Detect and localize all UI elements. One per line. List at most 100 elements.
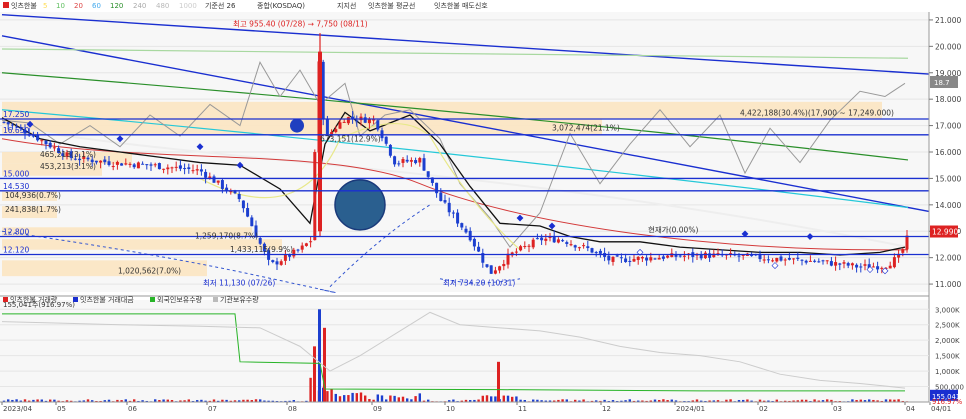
- volume-bar: [389, 395, 392, 402]
- candle: [876, 261, 880, 274]
- candle: [401, 156, 405, 168]
- legend-ma[interactable]: 240: [133, 2, 146, 10]
- volume-bar: [448, 400, 451, 402]
- candle: [99, 160, 103, 169]
- legend-item[interactable]: 기준선 26: [205, 1, 236, 10]
- volume-bar: [44, 400, 48, 402]
- signal-diamond: [881, 267, 889, 275]
- legend-ma[interactable]: 5: [43, 2, 47, 10]
- volume-profile-label: 1,020,562(7.0%): [118, 266, 181, 275]
- volume-bar: [158, 399, 161, 402]
- candle: [829, 257, 833, 267]
- legend-item[interactable]: 잇츠한불 평균선: [368, 1, 415, 10]
- candle: [61, 149, 65, 160]
- institution-holdings-line: [1, 311, 906, 389]
- candle: [351, 111, 355, 124]
- candle: [157, 162, 161, 170]
- volume-bar: [318, 309, 321, 402]
- candle: [834, 256, 838, 271]
- volume-bar: [376, 394, 379, 402]
- candle: [569, 240, 573, 247]
- signal-marker[interactable]: [290, 118, 304, 133]
- candle: [708, 249, 712, 262]
- volume-bar: [695, 399, 699, 402]
- legend-ma[interactable]: 60: [92, 2, 101, 10]
- foreign-holdings-line: [2, 313, 905, 392]
- legend-ma[interactable]: 480: [156, 2, 169, 10]
- support-line-label: 17.250: [3, 110, 29, 119]
- volume-bar: [565, 399, 568, 402]
- candle: [464, 225, 468, 234]
- candle: [846, 261, 850, 269]
- candle: [393, 155, 397, 167]
- envelope-line: [1, 204, 521, 294]
- candle: [624, 253, 628, 263]
- volume-legend-item[interactable]: 외국인보유수량: [157, 295, 203, 304]
- support-line-label: 16.650: [3, 126, 29, 135]
- candle: [468, 227, 472, 242]
- volume-bar: [225, 399, 228, 402]
- candle: [796, 252, 800, 261]
- legend-ma[interactable]: 1000: [179, 2, 197, 10]
- legend-ma[interactable]: 20: [74, 2, 83, 10]
- candle: [330, 129, 334, 137]
- volume-bar: [364, 395, 367, 402]
- volume-bar: [889, 399, 892, 402]
- volume-bar: [410, 399, 413, 402]
- volume-profile-label: 465,213(3.1%): [40, 150, 96, 159]
- x-tick-label: 04: [906, 405, 915, 413]
- high-annotation: 최고 955.40 (07/28) → 7,750 (08/11): [233, 19, 368, 29]
- volume-bar: [637, 400, 640, 402]
- volume-bar: [78, 400, 81, 402]
- volume-bar: [183, 400, 186, 402]
- candle: [565, 240, 569, 247]
- support-lines[interactable]: 17.250 16.650 15.000 14.530 12.800 12.120: [0, 110, 929, 256]
- volume-bar: [170, 400, 174, 402]
- support-line-label: 12.120: [3, 245, 29, 254]
- legend-ma[interactable]: 10: [56, 2, 65, 10]
- legend-ma[interactable]: 120: [110, 2, 123, 10]
- candle: [859, 263, 863, 273]
- volume-bar: [855, 400, 858, 402]
- candle: [178, 160, 182, 172]
- volume-legend-item[interactable]: 잇츠한불 거래대금: [80, 295, 134, 304]
- volume-bar: [674, 400, 678, 402]
- volume-bar: [385, 399, 388, 402]
- volume-legend-item[interactable]: 잇츠한불 거래량: [10, 295, 58, 304]
- highlight-circle[interactable]: [334, 179, 386, 231]
- volume-bar: [368, 399, 371, 402]
- candle: [334, 125, 338, 134]
- x-tick-label: 2023/04: [3, 405, 33, 413]
- volume-bar: [725, 399, 728, 402]
- candle: [880, 266, 884, 274]
- legend-item[interactable]: 잇츠한불 매도신호: [434, 1, 488, 10]
- candle: [506, 248, 510, 269]
- signal-diamond: [548, 222, 556, 230]
- legend-item[interactable]: 종합(KOSDAQ): [257, 1, 305, 10]
- volume-bar: [397, 397, 400, 402]
- volume-bar: [788, 400, 791, 402]
- legend-item[interactable]: 지지선: [337, 1, 356, 10]
- candle: [69, 148, 73, 161]
- volume-bar: [40, 399, 43, 402]
- volume-bar: [763, 400, 766, 402]
- volume-legend-item[interactable]: 기관보유수량: [220, 295, 259, 304]
- candle: [519, 244, 523, 252]
- volume-profile-label: 4,422,188(30.4%)(17,900 ~ 17,249.000): [740, 108, 894, 117]
- candle: [153, 162, 157, 168]
- signal-diamond: [26, 120, 34, 128]
- volume-bar: [217, 400, 220, 402]
- candle: [456, 209, 460, 227]
- candle: [477, 241, 481, 253]
- candle: [103, 156, 107, 165]
- volume-bar: [490, 396, 493, 402]
- candle: [149, 162, 153, 172]
- legend-stock[interactable]: 잇츠한불: [11, 1, 37, 10]
- volume-profile-label: 673,151(12.9%): [320, 134, 381, 143]
- volume-bar: [469, 400, 472, 402]
- volume-bar: [523, 400, 526, 402]
- low-annotation: 최저 734.20 (10/31): [443, 277, 515, 287]
- volume-profile-band: [2, 227, 252, 237]
- price-tick-label: 12.000: [935, 254, 961, 263]
